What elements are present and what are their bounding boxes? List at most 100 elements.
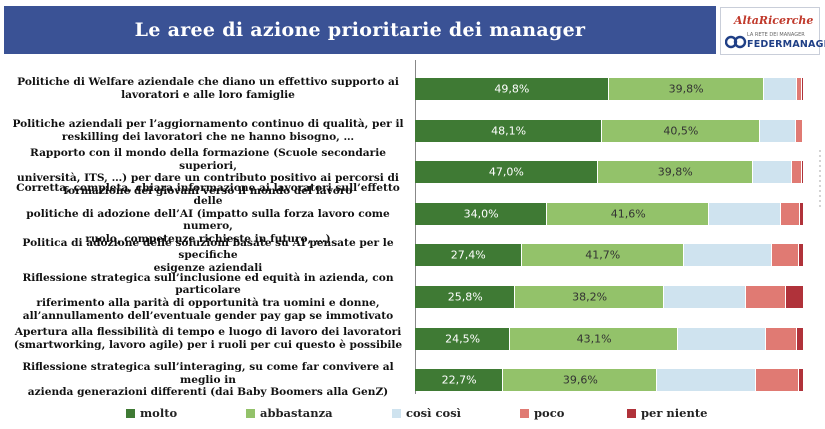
category-label-line: politiche di adozione dell’AI (impatto s… bbox=[26, 207, 390, 233]
bar-segment bbox=[756, 369, 799, 392]
category-label-line: ruolo, competenze richieste in futuro, …… bbox=[85, 232, 331, 245]
category-label-line: Apertura alla flessibilità di tempo e lu… bbox=[14, 326, 402, 338]
category-label: Riflessione strategica sull’interaging, … bbox=[6, 361, 410, 398]
data-label: 43,1% bbox=[576, 332, 612, 346]
bar-segment bbox=[765, 327, 797, 350]
bar-segment bbox=[780, 202, 800, 225]
bar-segment bbox=[503, 369, 658, 392]
bar-segment bbox=[521, 244, 684, 267]
bar-segment bbox=[415, 119, 603, 142]
bar-segment bbox=[415, 286, 516, 308]
category-label-line: (smartworking, lavoro agile) per i ruoli… bbox=[13, 338, 403, 351]
category-label: Apertura alla flessibilità di tempo e lu… bbox=[6, 326, 410, 351]
legend-swatch bbox=[126, 408, 135, 418]
category-label-text: Rapporto con il mondo della formazione (… bbox=[6, 147, 410, 197]
data-label: 39,8% bbox=[657, 165, 693, 179]
bar-segment bbox=[752, 161, 793, 184]
category-label: Rapporto con il mondo della formazione (… bbox=[6, 147, 410, 197]
bar-segment bbox=[799, 202, 804, 225]
bar-area: 49,8% 39,8% 48,1% 40,5% 47,0% 39,8% 34,0% 41,6%… bbox=[415, 58, 804, 398]
bar-segment bbox=[415, 327, 511, 350]
category-label-line: università, ITS, …) per dare un contribu… bbox=[17, 172, 399, 185]
legend-label: abbastanza bbox=[260, 406, 333, 420]
logo: AltaRicerche LA RETE DEI MANAGER FEDERMA… bbox=[720, 7, 825, 55]
bar-segment bbox=[415, 369, 504, 392]
data-label: 24,5% bbox=[445, 332, 481, 346]
category-label-line: reskilling dei lavoratori che ne hanno b… bbox=[61, 130, 355, 143]
legend: molto abbastanza così così poco per niente bbox=[0, 402, 825, 424]
bar-segment bbox=[677, 327, 766, 350]
category-label-line: esigenze aziendali bbox=[153, 261, 263, 274]
bar-segment bbox=[597, 161, 753, 184]
legend-item: molto bbox=[126, 406, 177, 420]
bar-segment bbox=[792, 161, 803, 184]
data-label: 41,6% bbox=[610, 207, 646, 221]
bar-segment bbox=[415, 161, 598, 184]
bar-segment bbox=[802, 161, 804, 184]
data-label: 41,7% bbox=[585, 248, 621, 262]
data-label: 39,6% bbox=[562, 373, 598, 387]
logo-top-name: AltaRicerche bbox=[734, 13, 814, 27]
category-label-text: Politiche aziendali per l’aggiornamento … bbox=[12, 118, 403, 143]
legend-label: molto bbox=[140, 406, 178, 420]
legend-item: poco bbox=[520, 406, 564, 420]
bar-segment bbox=[547, 202, 710, 225]
category-label-line: azienda generazioni differenti (dai Baby… bbox=[27, 386, 389, 399]
bar-segment bbox=[771, 244, 799, 267]
legend-swatch bbox=[520, 408, 529, 418]
bar-segment bbox=[759, 119, 797, 142]
category-label-line: Politiche di Welfare aziendale che diano… bbox=[17, 76, 399, 89]
bar-segment bbox=[683, 244, 772, 267]
bar-segment bbox=[746, 286, 787, 308]
legend-item: per niente bbox=[627, 406, 707, 420]
bar-segment bbox=[802, 78, 804, 100]
category-label: Corretta, completa, chiara informazione … bbox=[6, 182, 410, 244]
bar-segment bbox=[602, 119, 760, 142]
legend-item: così così bbox=[392, 406, 461, 420]
bar-segment bbox=[608, 78, 764, 100]
header: Le aree di azione prioritarie dei manage… bbox=[0, 0, 825, 58]
category-label: Riflessione strategica sull’inclusione e… bbox=[6, 272, 410, 322]
category-label-line: formazione dei giovani verso il mondo de… bbox=[63, 184, 353, 197]
legend-swatch bbox=[392, 408, 401, 418]
bar-segment bbox=[415, 244, 522, 267]
data-label: 34,0% bbox=[463, 207, 499, 221]
bar-segment bbox=[415, 202, 548, 225]
bar-segment bbox=[796, 119, 803, 142]
data-label: 39,8% bbox=[668, 82, 704, 96]
legend-item: abbastanza bbox=[246, 406, 333, 420]
category-label-line: riferimento alla parità di opportunità t… bbox=[36, 297, 380, 309]
data-label: 22,7% bbox=[441, 373, 477, 387]
logo-bottom-name: FEDERMANAGER bbox=[747, 39, 825, 50]
category-label: Politiche aziendali per l’aggiornamento … bbox=[6, 118, 410, 143]
category-axis bbox=[415, 60, 416, 394]
legend-label: per niente bbox=[641, 406, 708, 420]
category-label-text: Apertura alla flessibilità di tempo e lu… bbox=[14, 326, 402, 351]
category-label-line: lavoratori e alle loro famiglie bbox=[121, 88, 295, 101]
category-label: Politiche di Welfare aziendale che diano… bbox=[6, 76, 410, 101]
bar-segment bbox=[415, 78, 609, 100]
bar-segment bbox=[709, 202, 781, 225]
stacked-bar-chart: 49,8% 39,8% 48,1% 40,5% 47,0% 39,8% 34,0% 41,6%… bbox=[0, 58, 825, 398]
category-label: Politica di adozione delle soluzioni bas… bbox=[6, 237, 410, 274]
bar-segment bbox=[657, 369, 757, 392]
category-label-line: all’annullamento dell’eventuale gender p… bbox=[22, 309, 394, 322]
data-label: 27,4% bbox=[450, 248, 486, 262]
legend-label: così così bbox=[406, 406, 462, 420]
data-label: 25,8% bbox=[447, 290, 483, 304]
category-label-text: Politica di adozione delle soluzioni bas… bbox=[6, 237, 410, 275]
bar-segment bbox=[797, 78, 803, 100]
bar-segment bbox=[763, 78, 798, 100]
data-label: 47,0% bbox=[488, 165, 524, 179]
title-bar: Le aree di azione prioritarie dei manage… bbox=[4, 6, 716, 54]
data-label: 48,1% bbox=[491, 124, 527, 138]
category-label-line: Politica di adozione delle soluzioni bas… bbox=[22, 236, 394, 262]
category-label-text: Riflessione strategica sull’interaging, … bbox=[6, 361, 410, 399]
edge-decoration bbox=[819, 150, 821, 210]
category-label-line: Riflessione strategica sull’interaging, … bbox=[22, 361, 394, 386]
altaricerche-logo: AltaRicerche bbox=[731, 11, 813, 29]
category-label-text: Corretta, completa, chiara informazione … bbox=[6, 182, 410, 245]
category-label-line: Politiche aziendali per l’aggiornamento … bbox=[12, 118, 404, 130]
bar-segment bbox=[798, 244, 804, 267]
category-label-text: Politiche di Welfare aziendale che diano… bbox=[17, 76, 399, 101]
